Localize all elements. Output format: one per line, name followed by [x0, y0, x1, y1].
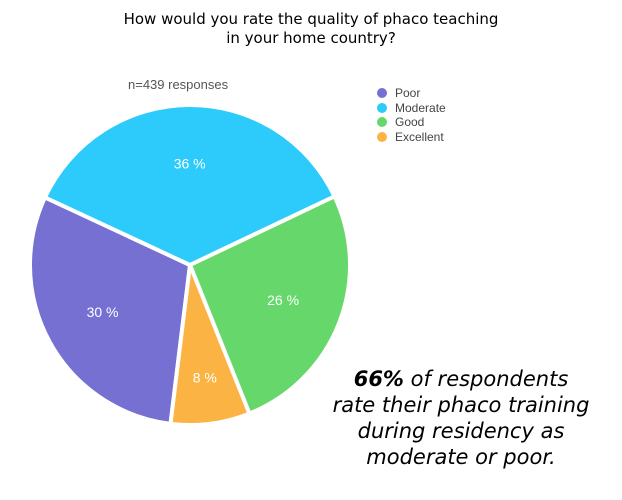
legend-label-poor: Poor	[395, 86, 421, 101]
legend-swatch-excellent	[377, 131, 387, 142]
legend-swatch-poor	[377, 88, 387, 99]
legend-label-moderate: Moderate	[395, 100, 446, 115]
slice-label-excellent: 8 %	[193, 370, 217, 386]
slice-label-moderate: 36 %	[174, 156, 206, 172]
chart-title-line-2: in your home country?	[226, 29, 396, 47]
legend-item-good: Good	[377, 115, 446, 130]
legend-swatch-moderate	[377, 102, 387, 113]
sample-size-label: n=439 responses	[128, 77, 229, 92]
callout-text: 66% of respondents rate their phaco trai…	[325, 366, 597, 470]
legend: Poor Moderate Good Excellent	[377, 86, 446, 144]
chart-title: How would you rate the quality of phaco …	[70, 10, 552, 48]
legend-label-good: Good	[395, 115, 425, 130]
pie-slices	[28, 103, 352, 427]
chart-title-line-1: How would you rate the quality of phaco …	[123, 10, 499, 28]
legend-swatch-good	[377, 117, 387, 128]
callout-line-1-rest: of respondents	[403, 367, 569, 391]
pie-slice-moderate	[42, 103, 337, 267]
callout-emphasis: 66%	[353, 367, 404, 391]
callout-line-1: 66% of respondents	[325, 366, 597, 392]
callout-line-4: moderate or poor.	[366, 445, 556, 469]
slice-label-poor: 30 %	[87, 304, 119, 320]
slice-label-good: 26 %	[267, 292, 299, 308]
pie-slice-good	[188, 194, 352, 416]
legend-item-moderate: Moderate	[377, 101, 446, 116]
legend-item-excellent: Excellent	[377, 130, 446, 145]
pie-slice-poor	[28, 195, 192, 426]
callout-line-2: rate their phaco training	[332, 393, 590, 417]
legend-label-excellent: Excellent	[395, 129, 444, 144]
legend-item-poor: Poor	[377, 86, 446, 101]
callout-line-3: during residency as	[357, 419, 565, 443]
pie-slice-excellent	[168, 263, 252, 427]
pie-slice-labels: 30 % 36 % 26 % 8 %	[87, 156, 299, 386]
